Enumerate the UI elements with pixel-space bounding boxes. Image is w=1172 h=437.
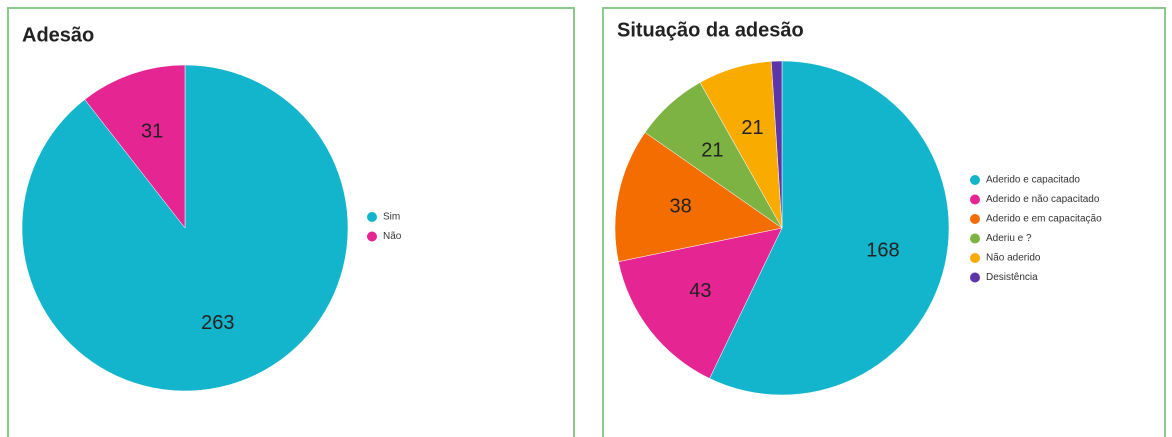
- pie-slice: [614, 132, 783, 262]
- data-label: 263: [201, 312, 234, 334]
- pie-slice: [771, 60, 783, 229]
- chart-title: Adesão: [22, 24, 94, 46]
- legend-swatch: [970, 175, 980, 185]
- legend-label: Aderido e não capacitado: [986, 194, 1100, 205]
- legend-swatch: [970, 194, 980, 205]
- pie-slice: [618, 227, 783, 379]
- data-label: 43: [689, 280, 711, 302]
- pie-slice: [84, 64, 186, 229]
- data-label: 168: [866, 239, 899, 261]
- legend-label: Sim: [383, 212, 400, 223]
- legend-label: Não: [383, 231, 402, 242]
- chart-title: Situação da adesão: [617, 19, 804, 41]
- legend-swatch: [970, 233, 980, 244]
- legend-label: Aderido e capacitado: [986, 175, 1080, 186]
- pie-slice: [21, 64, 349, 392]
- legend-swatch: [970, 253, 980, 263]
- pie-slice: [709, 60, 950, 396]
- legend-swatch: [970, 214, 980, 224]
- legend-label: Aderiu e ?: [986, 233, 1032, 244]
- data-label: 31: [141, 121, 163, 143]
- legend-swatch: [970, 272, 980, 283]
- legend-swatch: [367, 212, 377, 222]
- legend-label: Aderido e em capacitação: [986, 214, 1102, 225]
- data-label: 38: [669, 195, 691, 217]
- legend-swatch: [367, 231, 377, 242]
- legend-label: Desistência: [986, 272, 1038, 283]
- legend-label: Não aderido: [986, 253, 1041, 264]
- data-label: 21: [701, 140, 723, 162]
- data-label: 21: [741, 117, 763, 139]
